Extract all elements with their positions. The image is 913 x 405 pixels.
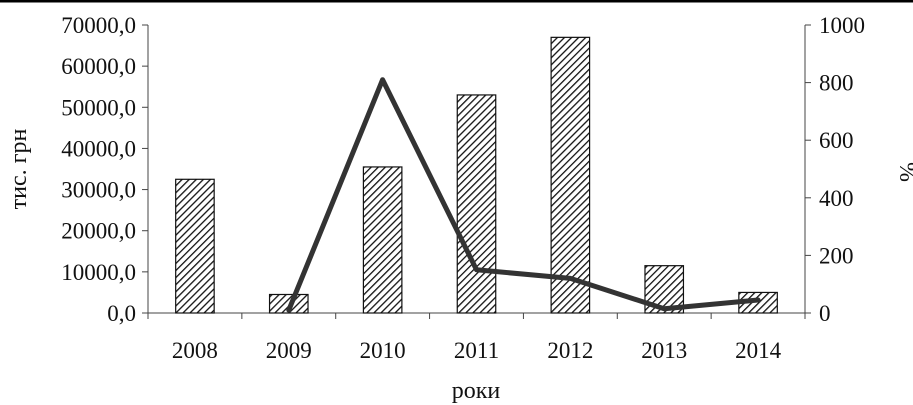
y-tick-label: 10000,0 [61,260,136,285]
y-tick-label: 20000,0 [61,219,136,244]
line-series-path [286,77,761,313]
y-tick-label: 40000,0 [61,136,136,161]
x-tick-label: 2008 [172,338,218,363]
y2-tick-label: 600 [819,128,854,153]
right-axis-ticks: 0 200 400 600 800 1000 [805,13,865,326]
y-tick-label: 0,0 [107,301,136,326]
bar-2008 [175,178,215,314]
y-tick-label: 70000,0 [61,13,136,38]
y2-axis-title: % [894,162,913,182]
y2-tick-label: 1000 [819,13,865,38]
y2-tick-label: 400 [819,186,854,211]
bar-2011 [456,94,497,314]
y2-tick-label: 0 [819,301,831,326]
y-axis-title: тис. грн [6,129,32,210]
x-tick-label: 2012 [547,338,593,363]
y-tick-label: 50000,0 [61,95,136,120]
y-tick-label: 60000,0 [61,54,136,79]
y2-tick-label: 200 [819,243,854,268]
bar-2010 [362,166,403,314]
x-tick-label: 2010 [360,338,406,363]
x-tick-label: 2011 [454,338,499,363]
y-tick-label: 30000,0 [61,178,136,203]
line-series [286,77,761,313]
x-tick-label: 2013 [641,338,687,363]
x-tick-label: 2009 [266,338,312,363]
x-tick-label: 2014 [735,338,782,363]
bar-2012 [550,36,591,314]
left-axis-ticks: 0,0 10000,0 20000,0 30000,0 40000,0 50000,0 60… [61,13,148,326]
bar-series [175,36,778,314]
x-axis-title: роки [452,378,501,404]
x-axis-ticks: 2008 2009 2010 2011 2012 2013 2014 [147,313,806,363]
y2-tick-label: 800 [819,71,854,96]
